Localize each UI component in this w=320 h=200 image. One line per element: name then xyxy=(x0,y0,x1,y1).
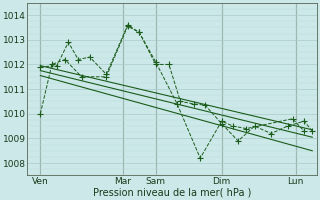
X-axis label: Pression niveau de la mer( hPa ): Pression niveau de la mer( hPa ) xyxy=(93,187,252,197)
